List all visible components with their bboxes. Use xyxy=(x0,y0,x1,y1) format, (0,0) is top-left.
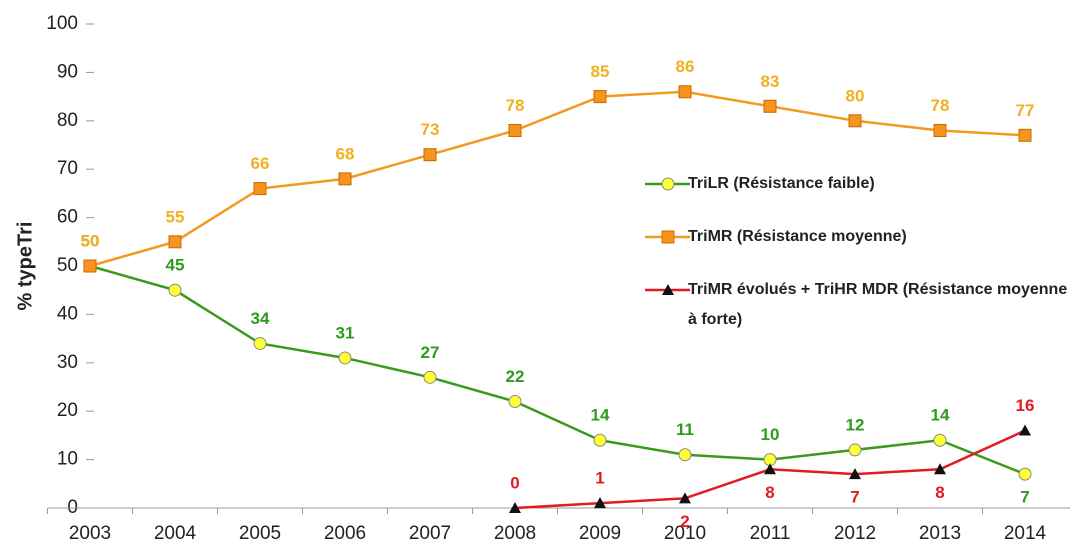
x-tick-label: 2013 xyxy=(919,523,961,544)
data-label: 68 xyxy=(336,144,355,163)
point xyxy=(593,433,607,447)
y-tick-label: 100 xyxy=(46,13,78,34)
point xyxy=(848,114,862,128)
data-label: 80 xyxy=(846,86,865,105)
x-tick-label: 2006 xyxy=(324,523,366,544)
data-label: 1 xyxy=(595,469,604,488)
legend-entry: TriLR (Résistance faible) xyxy=(688,175,875,192)
data-label: 16 xyxy=(1016,396,1035,415)
data-label: 10 xyxy=(761,425,780,444)
data-label: 45 xyxy=(166,256,185,275)
data-label: 8 xyxy=(765,483,774,502)
point xyxy=(678,85,692,99)
point xyxy=(662,284,674,295)
point xyxy=(508,123,522,137)
point xyxy=(338,351,352,365)
y-tick-label: 90 xyxy=(57,61,78,82)
point xyxy=(763,99,777,113)
data-label: 12 xyxy=(846,415,865,434)
point xyxy=(933,433,947,447)
point xyxy=(83,259,97,273)
legend-entry: TriMR (Résistance moyenne) xyxy=(688,228,907,245)
data-label: 7 xyxy=(1020,488,1029,507)
point xyxy=(338,172,352,186)
data-label: 2 xyxy=(680,512,689,531)
data-label: 85 xyxy=(591,62,610,81)
legend-entry: TriMR évolués + TriHR MDR (Résistance mo… xyxy=(688,281,1068,328)
data-label: 31 xyxy=(336,323,355,342)
y-axis-label: % typeTri xyxy=(14,222,36,311)
data-label: 77 xyxy=(1016,101,1035,120)
x-tick-label: 2010 xyxy=(664,523,706,544)
data-label: 50 xyxy=(81,231,100,250)
point xyxy=(593,90,607,104)
data-label: 66 xyxy=(251,154,270,173)
data-label: 8 xyxy=(935,483,944,502)
data-label: 14 xyxy=(931,406,950,425)
data-label: 0 xyxy=(510,473,519,492)
point xyxy=(168,283,182,297)
y-tick-label: 60 xyxy=(57,207,78,228)
data-label: 11 xyxy=(676,420,694,439)
y-tick-label: 30 xyxy=(57,352,78,373)
point xyxy=(423,370,437,384)
y-tick-label: 50 xyxy=(57,255,78,276)
point xyxy=(508,395,522,409)
point xyxy=(1018,467,1032,481)
x-tick-label: 2008 xyxy=(494,523,536,544)
data-label: 7 xyxy=(850,488,859,507)
data-label: 78 xyxy=(506,96,525,115)
y-tick-label: 80 xyxy=(57,110,78,131)
point xyxy=(848,443,862,457)
series-line xyxy=(89,90,1026,268)
y-tick-label: 70 xyxy=(57,158,78,179)
point xyxy=(678,448,692,462)
data-label: 86 xyxy=(676,57,695,76)
y-tick-label: 20 xyxy=(57,400,78,421)
point xyxy=(934,463,946,475)
y-tick-label: 10 xyxy=(57,449,78,470)
y-tick-label: 40 xyxy=(57,303,78,324)
point xyxy=(594,497,606,509)
point xyxy=(1018,128,1032,142)
x-tick-label: 2012 xyxy=(834,523,876,544)
data-label: 22 xyxy=(506,367,525,386)
x-tick-label: 2005 xyxy=(239,523,281,544)
data-label: 78 xyxy=(931,96,950,115)
point xyxy=(423,148,437,162)
x-tick-label: 2011 xyxy=(750,523,791,544)
series-line xyxy=(89,264,1026,476)
point xyxy=(253,336,267,350)
point xyxy=(764,463,776,475)
data-label: 55 xyxy=(166,207,185,226)
point xyxy=(679,492,691,504)
x-tick-label: 2014 xyxy=(1004,523,1047,544)
data-label: 83 xyxy=(761,72,780,91)
point xyxy=(661,177,675,191)
point xyxy=(849,468,861,480)
data-label: 34 xyxy=(251,309,270,328)
point xyxy=(661,230,675,244)
point xyxy=(168,235,182,249)
data-label: 73 xyxy=(421,120,440,139)
point xyxy=(509,502,521,513)
point xyxy=(253,182,267,196)
data-label: 14 xyxy=(591,406,610,425)
x-tick-label: 2004 xyxy=(154,523,197,544)
data-label: 50 xyxy=(81,231,100,250)
data-label: 27 xyxy=(421,343,440,362)
point xyxy=(1019,424,1031,436)
x-tick-label: 2003 xyxy=(69,523,111,544)
point xyxy=(933,123,947,137)
x-tick-label: 2007 xyxy=(409,523,451,544)
x-tick-label: 2009 xyxy=(579,523,621,544)
